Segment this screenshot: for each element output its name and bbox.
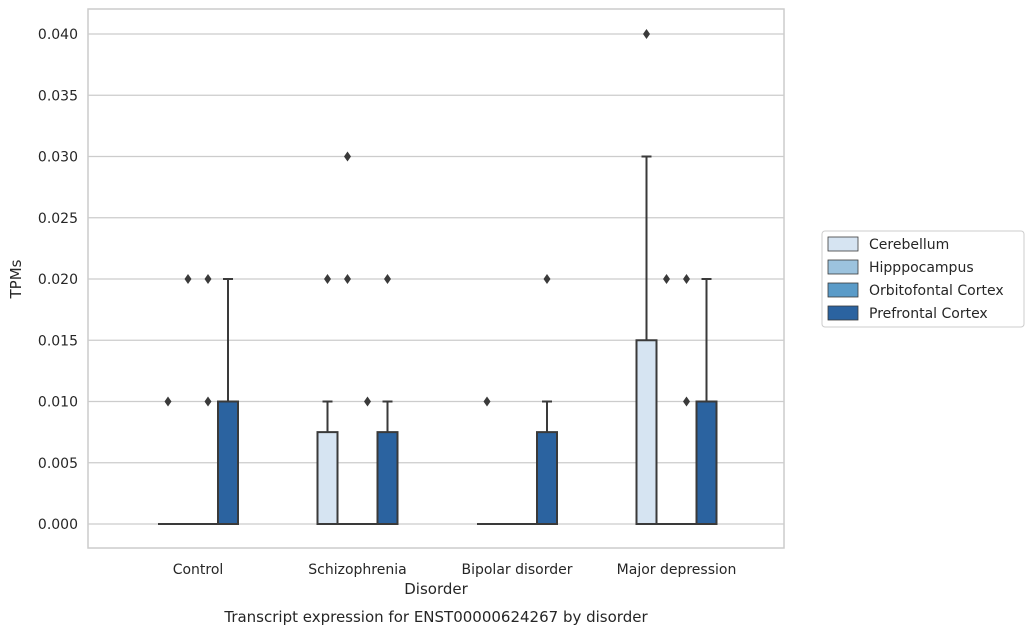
legend: Cerebellum Hipppocampus Orbitofontal Corte… <box>821 230 1025 328</box>
y-tick-labels: 0.000 0.005 0.010 0.015 0.020 0.025 0.030 0.035… <box>38 27 78 533</box>
outlier-point <box>683 396 690 407</box>
box-plot <box>198 274 218 525</box>
y-tick-label: 0.005 <box>38 456 78 472</box>
box-plot <box>536 274 558 525</box>
x-tick-label: Major depression <box>617 562 737 578</box>
legend-frame <box>821 230 1025 328</box>
outlier-point <box>184 274 192 284</box>
plot-frame <box>87 8 785 549</box>
x-tick-label: Bipolar disorder <box>461 562 572 578</box>
box-plot <box>656 274 677 525</box>
box-plot <box>695 278 718 525</box>
y-tick-label: 0.015 <box>38 333 78 349</box>
outlier-point <box>683 274 690 284</box>
legend-label: Cerebellum <box>869 237 949 253</box>
outlier-point <box>324 274 331 284</box>
box-plot <box>635 29 658 525</box>
y-axis-title: TPMs <box>7 259 25 299</box>
legend-label: Prefrontal Cortex <box>869 306 988 322</box>
box <box>316 431 339 525</box>
x-tick-label: Schizophrenia <box>308 562 406 578</box>
box-plot <box>376 274 399 525</box>
box-plot <box>158 396 178 525</box>
legend-swatch <box>827 282 859 298</box>
outlier-point <box>643 29 650 39</box>
box-plot <box>178 274 198 525</box>
x-axis-title: Disorder <box>404 580 468 598</box>
box <box>536 431 558 525</box>
box <box>695 400 718 525</box>
y-tick-label: 0.000 <box>38 517 78 533</box>
legend-swatch <box>827 236 859 252</box>
outlier-point <box>204 274 212 284</box>
y-tick-label: 0.030 <box>38 150 78 166</box>
box-plot <box>337 151 358 525</box>
box-plot <box>676 274 697 525</box>
y-tick-label: 0.020 <box>38 272 78 288</box>
box-plot <box>477 396 497 525</box>
outlier-point <box>344 151 351 162</box>
box-plot <box>217 278 239 525</box>
box-plot <box>316 274 339 525</box>
outlier-point <box>344 274 351 284</box>
legend-swatch <box>827 305 859 321</box>
box <box>376 431 399 525</box>
x-tick-label: Control <box>173 562 224 578</box>
outlier-point <box>663 274 670 284</box>
outlier-point <box>364 396 371 407</box>
outlier-point <box>164 396 172 407</box>
box <box>635 339 658 525</box>
outlier-point <box>204 396 212 407</box>
legend-swatch <box>827 259 859 275</box>
outlier-point <box>384 274 391 284</box>
x-tick-labels: Control Schizophrenia Bipolar disorder Majo… <box>173 562 737 578</box>
y-tick-label: 0.035 <box>38 88 78 104</box>
legend-label: Orbitofontal Cortex <box>869 283 1004 299</box>
y-tick-label: 0.025 <box>38 211 78 227</box>
box-plot <box>357 396 378 525</box>
chart-caption: Transcript expression for ENST0000062426… <box>223 608 648 626</box>
outlier-point <box>483 396 491 407</box>
box <box>217 400 239 525</box>
legend-label: Hipppocampus <box>869 260 974 276</box>
outlier-point <box>543 274 551 284</box>
box-groups <box>158 29 718 525</box>
y-tick-label: 0.040 <box>38 27 78 43</box>
y-tick-label: 0.010 <box>38 395 78 411</box>
grid-lines <box>88 33 784 525</box>
